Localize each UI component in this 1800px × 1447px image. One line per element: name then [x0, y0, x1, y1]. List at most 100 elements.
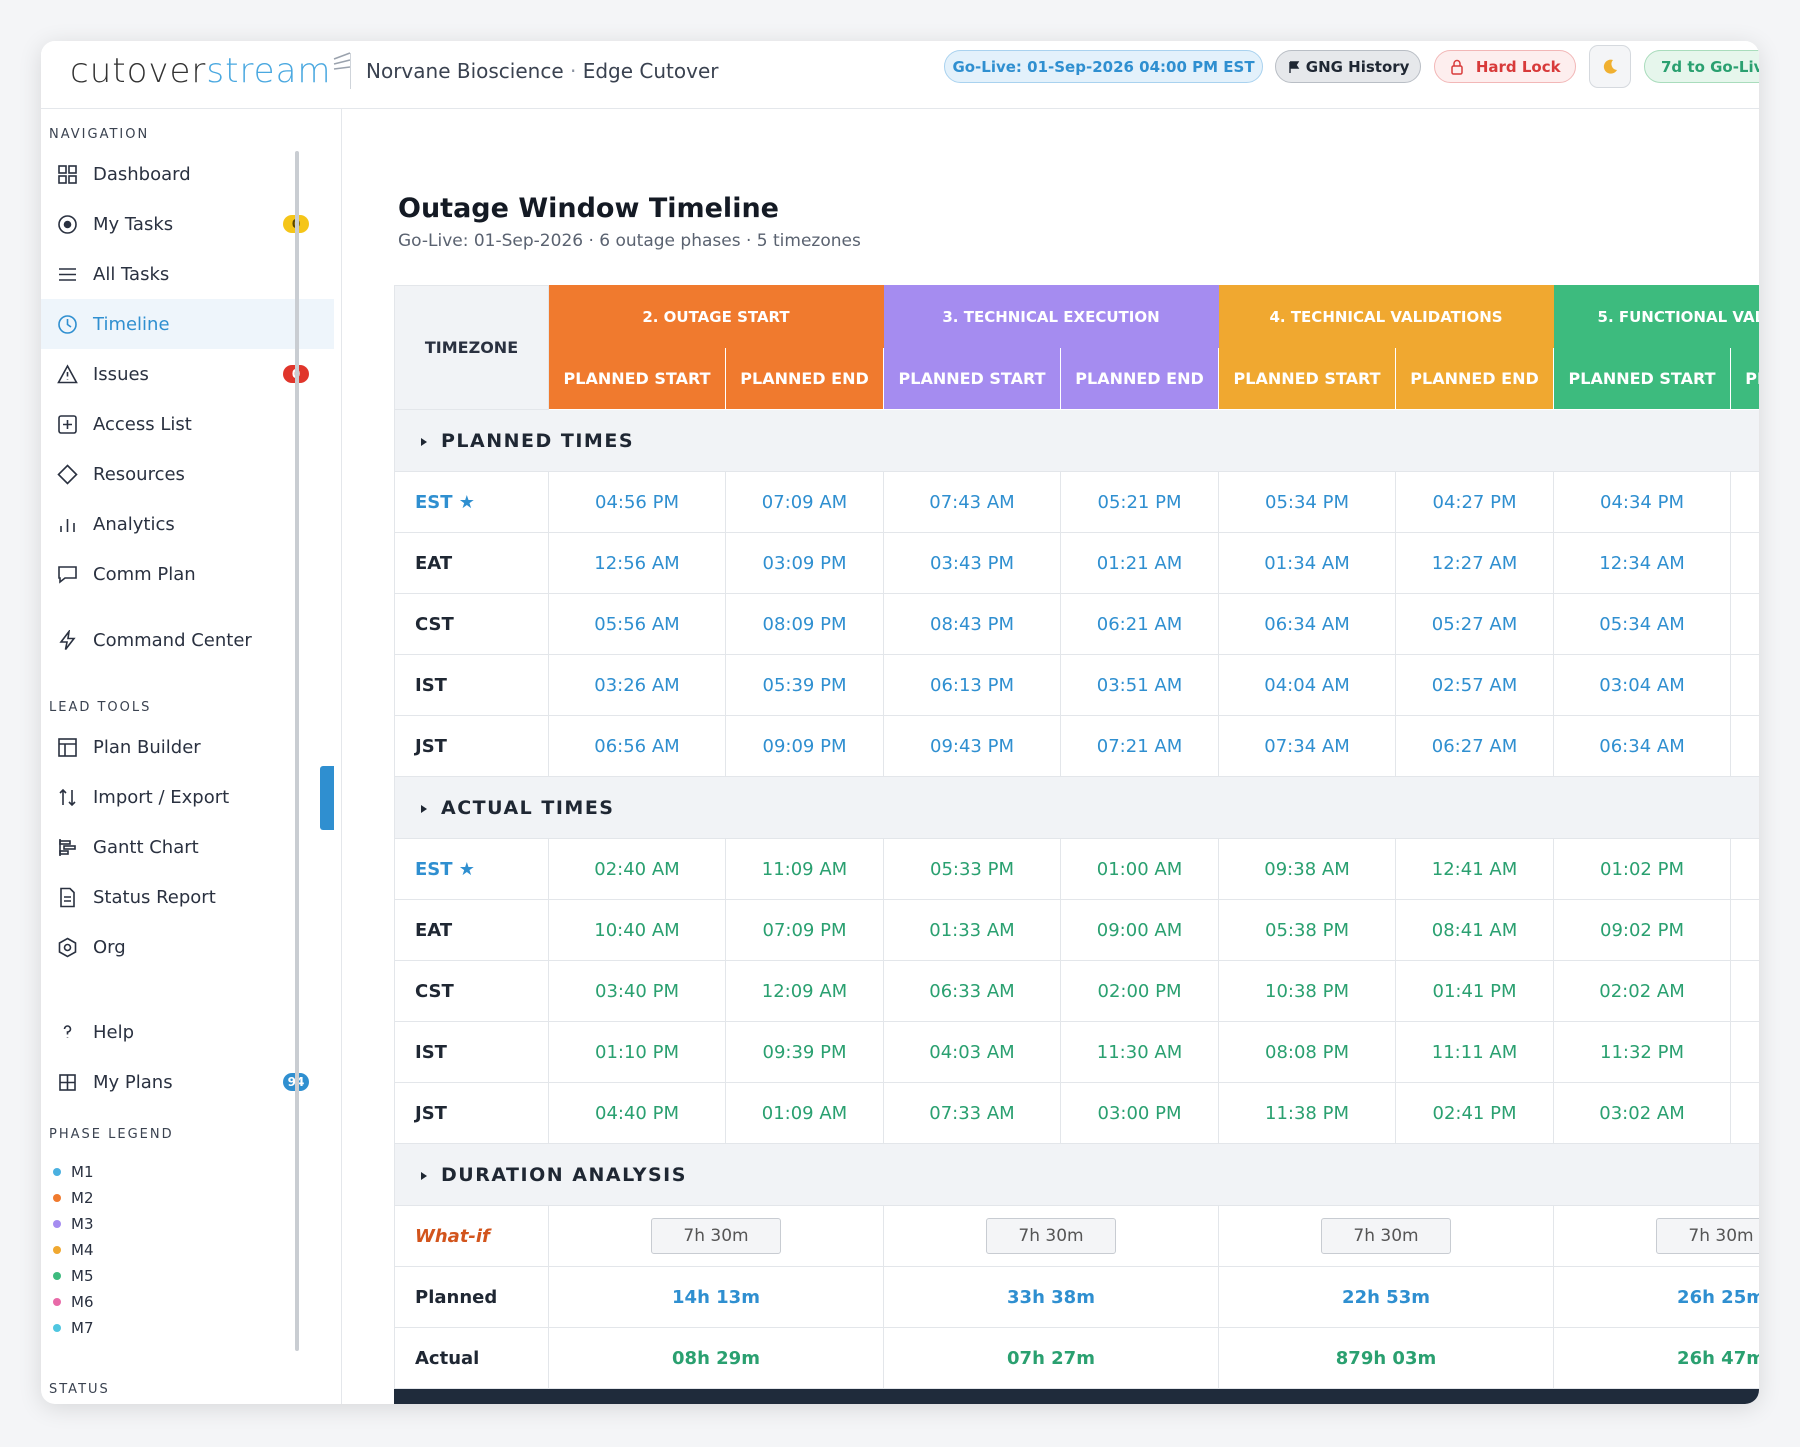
section-row: ACTUAL TIMES [393, 776, 1759, 839]
nav-item[interactable]: Gantt Chart [41, 822, 334, 872]
time-cell: 11:30 AM [1059, 1021, 1220, 1083]
time-cell: 07:21 AM [1059, 715, 1220, 777]
time-cell: 09:39 PM [725, 1021, 884, 1083]
section-cell[interactable]: DURATION ANALYSIS [393, 1143, 1759, 1206]
project: Edge Cutover [582, 59, 719, 83]
planned-cell: 26h 25m [1553, 1266, 1759, 1328]
nav-item[interactable]: Help [41, 1007, 334, 1057]
time-cell: 09:02 PM [1553, 899, 1732, 961]
nav-item[interactable]: Resources [41, 449, 334, 499]
nav-item[interactable]: Status Report [41, 872, 334, 922]
brand-a: cutover [70, 51, 207, 91]
nav-item[interactable]: Plan Builder [41, 722, 334, 772]
nav-item[interactable]: Comm Plan [41, 549, 334, 599]
legend-swatch [53, 1220, 61, 1228]
nav-label: Resources [93, 463, 185, 485]
nav-item[interactable]: Org [41, 922, 334, 972]
golive-pill[interactable]: Go-Live: 01-Sep-2026 04:00 PM EST [944, 50, 1263, 83]
nav-label: Access List [93, 413, 192, 435]
whatif-input[interactable]: 7h 30m [651, 1218, 781, 1254]
nav-item[interactable]: Command Center [41, 615, 334, 665]
nav-label: Dashboard [93, 163, 191, 185]
time-cell: 02:57 AM [1395, 654, 1555, 716]
timezone: CST [394, 593, 549, 655]
nav-item[interactable]: Analytics [41, 499, 334, 549]
main-content: Outage Window Timeline Go-Live: 01-Sep-2… [342, 109, 1759, 1404]
brand-mark [333, 52, 350, 70]
time-cell: 04:03 AM [883, 1021, 1061, 1083]
time-cell: 01:00 AM [1059, 838, 1220, 900]
time-cell: 06:56 AM [548, 715, 726, 777]
nav-item[interactable]: Timeline [41, 299, 334, 349]
time-cell: 05:34 PM [1218, 471, 1397, 533]
section-title: ACTUAL TIMES [441, 796, 615, 819]
nav-icon [58, 565, 77, 584]
whatif-input[interactable]: 7h 30m [986, 1218, 1116, 1254]
whatif-input[interactable]: 7h 30m [1321, 1218, 1452, 1254]
lock-button[interactable]: Hard Lock [1434, 50, 1576, 83]
nav-label: My Tasks [93, 213, 174, 235]
section-title: PHASE LEGEND [49, 1127, 174, 1142]
nav-label: Plan Builder [93, 736, 201, 758]
empty-cell [1730, 471, 1759, 533]
timezone: EAT [394, 532, 549, 594]
whatif-cell: 7h 30m [882, 1205, 1220, 1267]
legend-label: M4 [71, 1241, 94, 1259]
section-cell[interactable]: ACTUAL TIMES [393, 776, 1759, 839]
theme-toggle[interactable] [1589, 45, 1631, 88]
nav-item[interactable]: Access List [41, 399, 334, 449]
row-label: Actual [394, 1327, 549, 1389]
data-row: CST 05:56 AM 08:09 PM 08:43 PM 06:21 AM 06:34… [394, 593, 1759, 655]
time-cell: 03:02 AM [1553, 1082, 1732, 1144]
gng-button[interactable]: GNG History [1275, 50, 1421, 83]
phase-header: 5. FUNCTIONAL VALIDATIONS [1553, 285, 1759, 348]
nav-icon [57, 363, 78, 383]
section-row: DURATION ANALYSIS [393, 1143, 1759, 1206]
nav-item[interactable]: Dashboard [41, 149, 334, 199]
nav-icon [58, 414, 77, 434]
collapse-tab[interactable] [320, 766, 334, 830]
row-label: Saved / Lost [394, 1388, 549, 1404]
data-row: EST ★ 02:40 AM 11:09 AM 05:33 PM 01:00 AM 09:… [394, 838, 1759, 900]
legend-label: M1 [71, 1163, 94, 1181]
lock-label: Hard Lock [1475, 57, 1561, 76]
data-row: CST 03:40 PM 12:09 AM 06:33 AM 02:00 PM 10:38… [394, 960, 1759, 1022]
time-cell: 08:09 PM [725, 593, 884, 655]
timeline-table: TIMEZONE 2. OUTAGE START 3. TECHNICAL EXEC… [393, 285, 1759, 1404]
nav-icon [60, 518, 75, 532]
nav-item[interactable]: Import / Export [41, 772, 334, 822]
lock-icon [1451, 59, 1464, 75]
section-cell[interactable]: PLANNED TIMES [393, 409, 1759, 472]
empty-cell [1730, 532, 1759, 594]
time-cell: 04:40 PM [548, 1082, 726, 1144]
time-cell: 01:09 AM [725, 1082, 884, 1144]
time-cell: 03:40 PM [548, 960, 726, 1022]
whatif-row: What-if 7h 30m 7h 30m 7h 30m 7h 30m [394, 1205, 1759, 1267]
whatif-cell: 7h 30m [548, 1205, 884, 1267]
nav-item[interactable]: My Tasks0 [41, 199, 334, 249]
section-title: STATUS [49, 1382, 110, 1397]
nav-item[interactable]: My Plans94 [41, 1057, 334, 1107]
column-header: PLANNED START [883, 347, 1061, 410]
empty-cell [1730, 960, 1759, 1022]
time-cell: 09:00 AM [1059, 899, 1220, 961]
legend-item: M7 [41, 1315, 341, 1341]
time-cell: 01:33 AM [883, 899, 1061, 961]
time-cell: 12:09 AM [725, 960, 884, 1022]
time-cell: 01:02 PM [1553, 838, 1732, 900]
nav-icon [58, 214, 77, 234]
saved-row: Saved / Lost▲ 05h 44m (+40%)▲ 26h 11m (+… [394, 1388, 1759, 1404]
nav-item[interactable]: Issues0 [41, 349, 334, 399]
nav-label: Help [93, 1021, 135, 1043]
time-cell: 12:34 AM [1553, 532, 1732, 594]
column-header: PLANNED END [725, 347, 884, 410]
nav-item[interactable]: All Tasks [41, 249, 334, 299]
saved-cell: ▲ 05h 44m (+40%) [548, 1388, 884, 1404]
data-row: EAT 12:56 AM 03:09 PM 03:43 PM 01:21 AM 01:34… [394, 532, 1759, 594]
time-cell: 07:09 PM [725, 899, 884, 961]
time-cell: 03:51 AM [1059, 654, 1220, 716]
nav-label: Command Center [93, 629, 252, 651]
phase-header: 4. TECHNICAL VALIDATIONS [1218, 285, 1555, 348]
column-header: PLANNED START [548, 347, 726, 410]
whatif-input[interactable]: 7h 30m [1656, 1218, 1759, 1254]
